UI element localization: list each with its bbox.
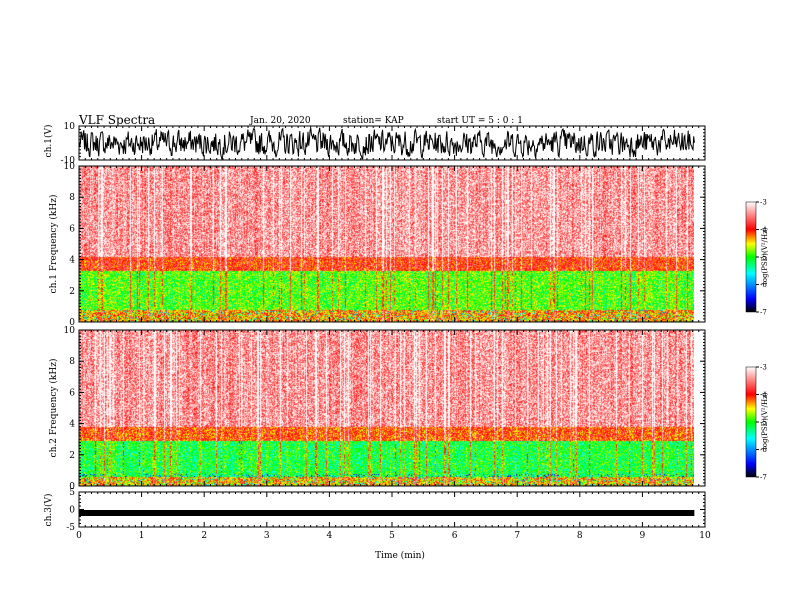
x-tick-label: 0: [76, 531, 82, 541]
ch2-spectrogram-ytick-label: 10: [64, 326, 76, 336]
ch3-waveform-ylabel: ch.3(V): [43, 494, 54, 527]
ch3-waveform-panel: 50-50 1 2 3 4 5 6 7 8 9 10: [66, 488, 711, 541]
x-tick-label: 9: [640, 531, 646, 541]
ch3-waveform-ytick-label: 0: [69, 506, 75, 516]
ch3-waveform-trace: [79, 510, 695, 516]
x-tick-label: 7: [514, 531, 520, 541]
ch3-waveform-ytick-label: -5: [66, 523, 75, 533]
colorbar-tick-label: -7: [760, 309, 767, 317]
colorbar-tick-label: -5: [760, 419, 767, 427]
ch1-spectrogram-ytick-label: 10: [64, 162, 76, 172]
x-tick-label: 2: [201, 531, 207, 541]
colorbar-tick-label: -7: [760, 474, 767, 482]
ch1-colorbar: -3 -4 -5 -6 -7: [745, 199, 767, 317]
ch1-spectrogram-ytick-label: 4: [69, 256, 75, 266]
x-tick-label: 5: [389, 531, 395, 541]
ch2-spectrogram-ylabel: ch.2 Frequency (kHz): [48, 359, 59, 458]
x-tick-label: 8: [577, 531, 583, 541]
ch2-colorbar: -3 -4 -5 -6 -7: [745, 364, 767, 482]
station-label: station= KAP: [343, 116, 404, 126]
ch1-waveform-panel: 10 -10: [61, 122, 706, 166]
ch2-spectrogram-panel: 0 2 4 6 8 10: [64, 326, 706, 492]
ch1-waveform-ytick-label: -10: [61, 156, 76, 166]
ch2-spectrogram-image: [79, 330, 694, 486]
ch2-spectrogram-ytick-label: 8: [69, 357, 75, 367]
ch1-spectrogram-ytick-label: 2: [69, 287, 75, 297]
start-time-label: start UT = 5 : 0 : 1: [437, 116, 523, 126]
x-tick-label: 3: [264, 531, 270, 541]
x-tick-label: 10: [699, 531, 711, 541]
ch1-spectrogram-ylabel: ch.1 Frequency (kHz): [48, 195, 59, 294]
ch1-spectrogram-ytick-label: 8: [69, 193, 75, 203]
x-axis-label: Time (min): [375, 550, 425, 561]
colorbar-tick-label: -6: [760, 281, 767, 289]
ch1-waveform-trace: [78, 127, 695, 161]
ch1-waveform-ytick-label: 10: [64, 122, 76, 132]
colorbar-tick-label: -5: [760, 254, 767, 262]
colorbar-tick-label: -3: [760, 199, 767, 207]
ch3-waveform-frame: [78, 491, 706, 528]
colorbar-tick-label: -3: [760, 364, 767, 372]
ch1-spectrogram-ytick-label: 0: [69, 318, 75, 328]
date-label: Jan. 20, 2020: [249, 116, 311, 126]
colorbar-tick-label: -6: [760, 446, 767, 454]
ch2-spectrogram-colorbar-fill: [745, 366, 757, 478]
ch2-colorbar-label: log(PSD)(V²/Hz): [761, 392, 769, 449]
ch3-waveform-ytick-label: 5: [69, 488, 75, 498]
x-tick-label: 4: [327, 531, 333, 541]
colorbar-tick-label: -4: [760, 391, 767, 399]
colorbar-tick-label: -4: [760, 226, 767, 234]
ch1-spectrogram-ytick-label: 6: [69, 224, 75, 234]
ch2-spectrogram-ytick-label: 2: [69, 451, 75, 461]
ch2-spectrogram-ytick-label: 4: [69, 420, 75, 430]
figure-title: VLF Spectra: [78, 113, 155, 127]
ch2-spectrogram-ytick-label: 0: [69, 482, 75, 492]
ch1-spectrogram-image: [79, 166, 694, 322]
ch1-spectrogram-panel: 0 2 4 6 8 10: [64, 162, 706, 328]
x-tick-label: 1: [139, 531, 145, 541]
x-tick-label: 6: [452, 531, 458, 541]
ch1-spectrogram-colorbar-fill: [745, 201, 757, 313]
ch1-colorbar-label: log(PSD)(V²/Hz): [761, 227, 769, 284]
ch2-spectrogram-ytick-label: 6: [69, 388, 75, 398]
ch1-waveform-ylabel: ch.1(V): [43, 125, 54, 158]
